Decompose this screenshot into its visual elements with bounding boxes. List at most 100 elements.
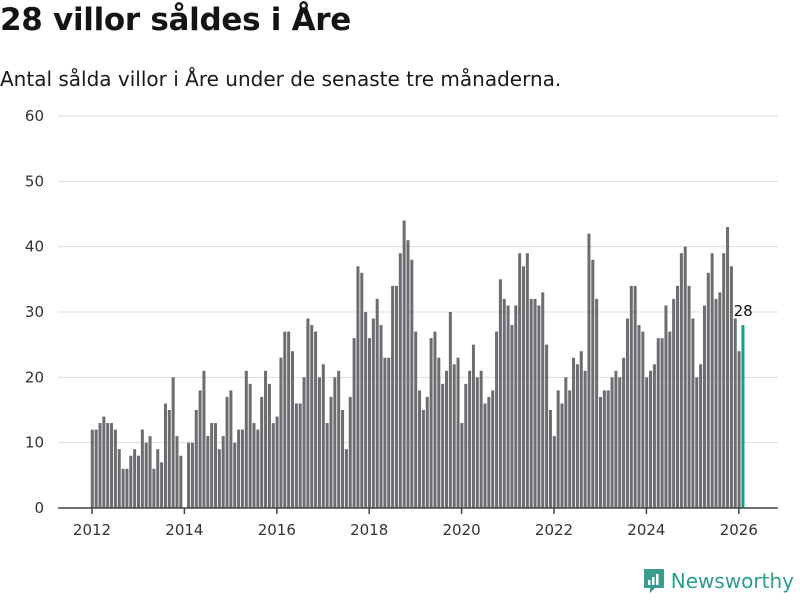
bar [133, 449, 137, 508]
bar [568, 390, 572, 508]
bar [706, 272, 710, 508]
bar [572, 357, 576, 508]
bar [433, 331, 437, 508]
bar [421, 410, 425, 508]
bar [144, 442, 148, 508]
bar [175, 436, 179, 508]
bar [460, 423, 464, 508]
bar [125, 468, 129, 508]
bar [468, 370, 472, 508]
bar [652, 364, 656, 508]
x-tick-label: 2024 [627, 521, 665, 539]
bar [302, 377, 306, 508]
bar [518, 253, 522, 508]
bar [225, 396, 229, 508]
bar [414, 331, 418, 508]
bar [656, 338, 660, 508]
bar [437, 357, 441, 508]
bar [583, 370, 587, 508]
bar [306, 318, 310, 508]
bar [129, 455, 133, 508]
bar [406, 240, 410, 508]
bar [229, 390, 233, 508]
bar [510, 325, 514, 508]
bar [556, 390, 560, 508]
bar [606, 390, 610, 508]
bar [448, 312, 452, 508]
bar [291, 351, 294, 508]
x-axis-labels: 2012 2014 2016 2018 2020 2022 2024 2026 [73, 521, 758, 539]
bar [687, 285, 691, 508]
bar [264, 370, 268, 508]
bar [599, 396, 602, 508]
bar [221, 436, 225, 508]
bar [402, 220, 406, 508]
bar [452, 364, 456, 508]
bar [441, 383, 445, 508]
bar [233, 442, 237, 508]
bar [329, 396, 333, 508]
bar [102, 416, 106, 508]
bar [383, 357, 387, 508]
newsworthy-brand: Newsworthy [643, 568, 794, 594]
bar [371, 318, 375, 508]
x-tick-label: 2018 [350, 521, 388, 539]
bar [471, 344, 475, 508]
bar [641, 331, 645, 508]
bar [163, 403, 167, 508]
bar [506, 305, 510, 508]
bar [456, 357, 460, 508]
bar [352, 338, 356, 508]
bar [498, 279, 502, 508]
bar [287, 331, 291, 508]
bar [275, 416, 279, 508]
bar [160, 462, 164, 508]
bar [445, 370, 448, 508]
value-annotation: 28 [734, 302, 753, 320]
bar [117, 449, 121, 508]
bar [664, 305, 668, 508]
bar [418, 390, 422, 508]
bar [564, 377, 568, 508]
bar [525, 253, 529, 508]
bar [733, 318, 737, 508]
bar [356, 266, 360, 508]
bar [533, 298, 537, 508]
bar [283, 331, 287, 508]
bar [198, 390, 202, 508]
bar [718, 292, 722, 508]
bar [294, 403, 298, 508]
x-axis [58, 507, 778, 514]
bar [156, 449, 160, 508]
bar [110, 423, 114, 508]
x-tick-label: 2022 [535, 521, 573, 539]
bar [256, 429, 260, 508]
bar [649, 370, 653, 508]
bar [475, 377, 479, 508]
bar [391, 285, 395, 508]
bar [217, 449, 221, 508]
bar [98, 423, 102, 508]
bar [629, 285, 633, 508]
x-tick-label: 2014 [165, 521, 203, 539]
bar [729, 266, 733, 508]
chart-subtitle: Antal sålda villor i Åre under de senast… [0, 67, 562, 91]
bar [206, 436, 210, 508]
x-tick-label: 2026 [720, 521, 758, 539]
bar [502, 298, 506, 508]
bar [695, 377, 699, 508]
bar [614, 370, 618, 508]
x-tick-label: 2016 [258, 521, 296, 539]
bar [321, 364, 325, 508]
bar [237, 429, 241, 508]
y-tick-label: 20 [25, 368, 44, 386]
bar [317, 377, 321, 508]
x-tick-label: 2020 [443, 521, 481, 539]
bar [167, 410, 171, 508]
bar [737, 351, 741, 508]
bar [514, 305, 518, 508]
bar [171, 377, 175, 508]
bar [187, 442, 191, 508]
bar [344, 449, 348, 508]
